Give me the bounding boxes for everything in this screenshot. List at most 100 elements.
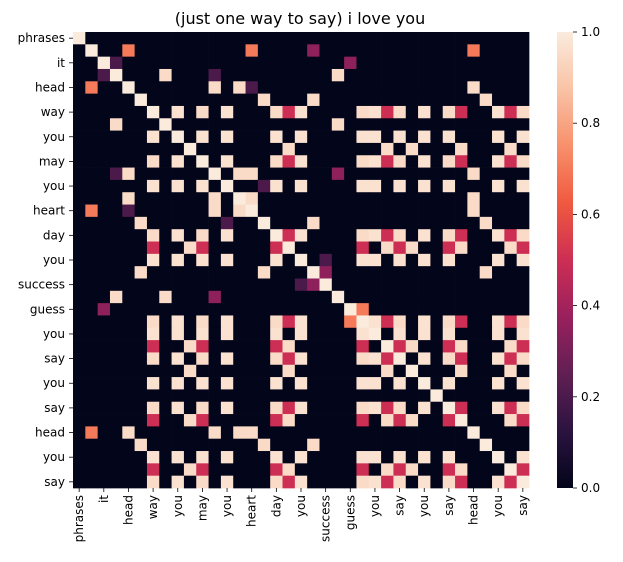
heatmap-cell — [418, 451, 431, 464]
heatmap-cell — [492, 414, 505, 427]
heatmap-cell — [134, 241, 148, 255]
heatmap-cell — [97, 426, 111, 440]
heatmap-cell — [307, 192, 320, 205]
heatmap-cell — [233, 364, 246, 378]
heatmap-cell — [442, 475, 456, 489]
heatmap-cell — [282, 303, 296, 316]
heatmap-cell — [504, 278, 518, 292]
heatmap-cell — [344, 463, 357, 477]
heatmap-cell — [344, 32, 357, 45]
heatmap-cell — [159, 352, 172, 366]
heatmap-cell — [344, 451, 357, 464]
heatmap-cell — [344, 56, 357, 70]
heatmap-cell — [442, 216, 456, 230]
heatmap-cell — [122, 192, 135, 205]
heatmap-cell — [171, 401, 185, 415]
heatmap-cell — [245, 44, 259, 57]
heatmap-cell — [479, 364, 493, 378]
heatmap-cell — [134, 204, 148, 218]
heatmap-cell — [368, 278, 382, 292]
heatmap-cell — [257, 426, 271, 440]
heatmap-cell — [393, 192, 407, 205]
heatmap-cell — [245, 475, 259, 489]
heatmap-cell — [467, 118, 481, 131]
heatmap-cell — [516, 216, 530, 230]
heatmap-cell — [134, 229, 148, 242]
heatmap-cell — [492, 327, 505, 341]
heatmap-cell — [245, 290, 259, 304]
heatmap-cell — [430, 290, 444, 304]
heatmap-cell — [430, 451, 444, 464]
heatmap-cell — [492, 192, 505, 205]
heatmap-cell — [393, 216, 407, 230]
heatmap-cell — [73, 253, 86, 267]
heatmap-cell — [307, 451, 320, 464]
heatmap-cell — [430, 118, 444, 131]
heatmap-cell — [73, 130, 86, 144]
heatmap-cell — [171, 118, 185, 131]
heatmap-cell — [171, 56, 185, 70]
heatmap-cell — [331, 167, 345, 181]
heatmap-cell — [159, 426, 172, 440]
heatmap-cell — [294, 377, 308, 390]
heatmap-cell — [430, 475, 444, 489]
heatmap-cell — [405, 229, 419, 242]
heatmap-cell — [307, 68, 320, 82]
heatmap-cell — [467, 414, 481, 427]
heatmap-cell — [331, 451, 345, 464]
heatmap-cell — [356, 56, 370, 70]
heatmap-cell — [442, 155, 456, 168]
heatmap-cell — [442, 389, 456, 403]
heatmap-cell — [257, 105, 271, 119]
heatmap-cell — [183, 167, 197, 181]
heatmap-cell — [282, 253, 296, 267]
heatmap-cell — [233, 463, 246, 477]
heatmap-cell — [479, 475, 493, 489]
chart-title: (just one way to say) i love you — [175, 9, 425, 28]
heatmap-cell — [405, 68, 419, 82]
heatmap-cell — [245, 192, 259, 205]
y-tick-label: head — [35, 80, 65, 94]
heatmap-cell — [109, 414, 123, 427]
heatmap-cell — [109, 93, 123, 107]
heatmap-cell — [294, 451, 308, 464]
heatmap-cell — [479, 118, 493, 131]
heatmap-cells — [73, 32, 530, 489]
heatmap-cell — [245, 142, 259, 156]
heatmap-cell — [257, 81, 271, 94]
heatmap-cell — [171, 44, 185, 57]
heatmap-cell — [504, 315, 518, 329]
heatmap-cell — [319, 204, 333, 218]
heatmap-cell — [307, 167, 320, 181]
heatmap-cell — [146, 352, 160, 366]
heatmap-cell — [467, 451, 481, 464]
heatmap-cell — [282, 414, 296, 427]
heatmap-cell — [270, 327, 283, 341]
heatmap-cell — [455, 266, 468, 279]
heatmap-cell — [159, 438, 172, 452]
heatmap-cell — [307, 130, 320, 144]
heatmap-cell — [196, 167, 209, 181]
heatmap-cell — [418, 179, 431, 193]
heatmap-cell — [122, 377, 135, 390]
heatmap-cell — [220, 32, 234, 45]
heatmap-cell — [467, 105, 481, 119]
heatmap-cell — [344, 426, 357, 440]
heatmap-cell — [97, 451, 111, 464]
heatmap-cell — [418, 229, 431, 242]
heatmap-cell — [331, 56, 345, 70]
heatmap-cell — [73, 192, 86, 205]
heatmap-cell — [307, 352, 320, 366]
heatmap-cell — [208, 56, 222, 70]
heatmap-cell — [331, 303, 345, 316]
heatmap-cell — [85, 253, 98, 267]
heatmap-cell — [467, 278, 481, 292]
x-tick-label: you — [417, 495, 431, 517]
heatmap-cell — [344, 438, 357, 452]
heatmap-cell — [282, 315, 296, 329]
y-tick-label: heart — [33, 204, 65, 218]
heatmap-cell — [122, 142, 135, 156]
heatmap-cell — [504, 463, 518, 477]
heatmap-cell — [270, 130, 283, 144]
heatmap-cell — [159, 155, 172, 168]
